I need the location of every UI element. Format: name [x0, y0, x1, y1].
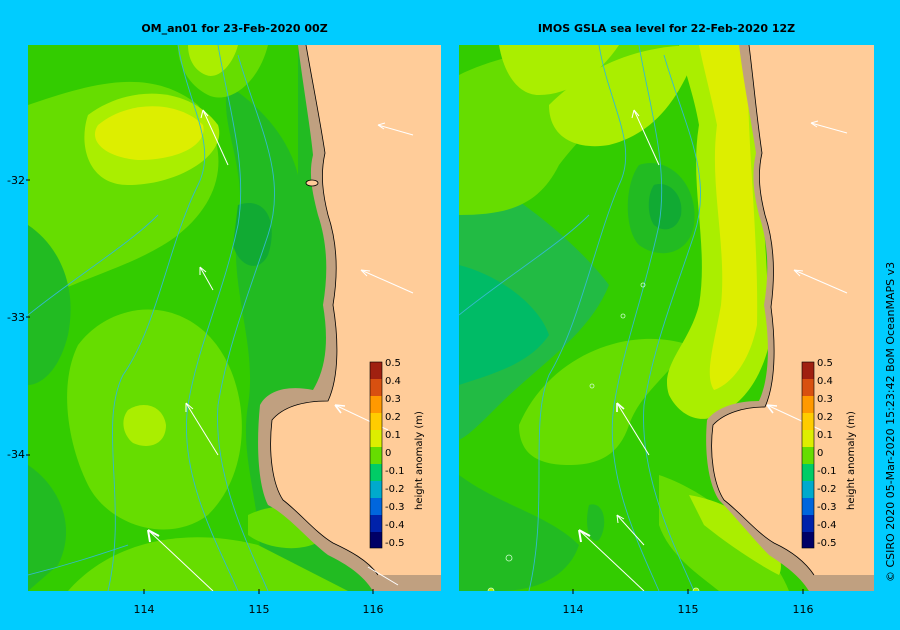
left-map: 0.5 0.4 0.3 0.2 0.1 0 -0.1 -0.2 -0.3 -0.…: [28, 45, 441, 591]
y-tick-label: -32: [7, 174, 25, 187]
colorbar-tick: -0.2: [385, 484, 405, 495]
x-tick-label: 116: [792, 603, 814, 616]
colorbar-tick: -0.4: [817, 520, 837, 531]
colorbar-tick: 0.2: [385, 412, 401, 423]
y-tick-label: -33: [7, 311, 25, 324]
colorbar-label: height anomaly (m): [414, 411, 425, 510]
colorbar-tick: -0.1: [385, 466, 405, 477]
colorbar-tick: 0.2: [817, 412, 833, 423]
colorbar-tick: 0.1: [385, 430, 401, 441]
x-tick-label: 115: [677, 603, 699, 616]
x-tick-label: 115: [248, 603, 270, 616]
right-colorbar: 0.5 0.4 0.3 0.2 0.1 0 -0.1 -0.2 -0.3 -0.…: [801, 358, 857, 549]
right-map: 0.5 0.4 0.3 0.2 0.1 0 -0.1 -0.2 -0.3 -0.…: [459, 45, 874, 591]
colorbar-tick: 0.3: [385, 394, 401, 405]
colorbar-tick: -0.4: [385, 520, 405, 531]
x-tick-label: 114: [562, 603, 584, 616]
colorbar-label: height anomaly (m): [846, 411, 857, 510]
colorbar-tick: -0.2: [817, 484, 837, 495]
colorbar-tick: -0.5: [385, 538, 405, 549]
colorbar-tick: -0.3: [817, 502, 837, 513]
x-tick-label: 114: [133, 603, 155, 616]
x-tick-label: 116: [362, 603, 384, 616]
left-colorbar: 0.5 0.4 0.3 0.2 0.1 0 -0.1 -0.2 -0.3 -0.…: [369, 358, 425, 549]
colorbar-tick: 0.4: [385, 376, 401, 387]
left-panel-title: OM_an01 for 23-Feb-2020 00Z: [141, 22, 328, 35]
colorbar-tick: 0.5: [385, 358, 401, 369]
y-tick-label: -34: [7, 448, 25, 461]
colorbar-tick: 0: [385, 448, 391, 459]
colorbar-tick: 0.4: [817, 376, 833, 387]
colorbar-tick: 0.3: [817, 394, 833, 405]
colorbar-tick: 0.1: [817, 430, 833, 441]
colorbar-tick: 0: [817, 448, 823, 459]
credit-text: © CSIRO 2020 05-Mar-2020 15:23:42 BoM Oc…: [884, 261, 897, 582]
colorbar-tick: -0.3: [385, 502, 405, 513]
colorbar-tick: -0.1: [817, 466, 837, 477]
colorbar-tick: -0.5: [817, 538, 837, 549]
right-panel-title: IMOS GSLA sea level for 22-Feb-2020 12Z: [537, 22, 796, 35]
colorbar-tick: 0.5: [817, 358, 833, 369]
